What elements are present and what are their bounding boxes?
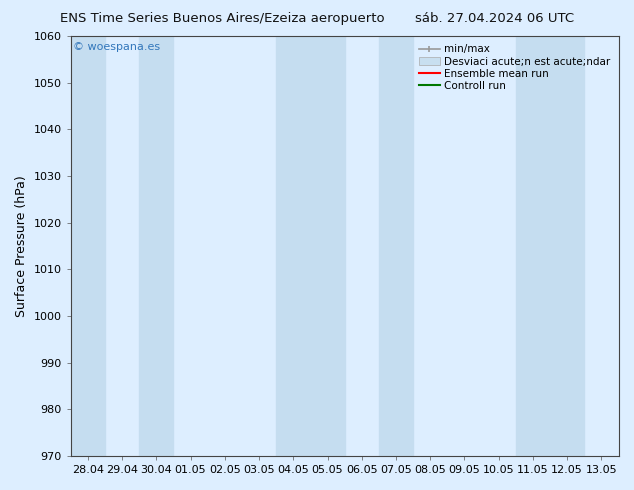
Text: ENS Time Series Buenos Aires/Ezeiza aeropuerto: ENS Time Series Buenos Aires/Ezeiza aero… <box>60 12 384 25</box>
Text: © woespana.es: © woespana.es <box>74 43 160 52</box>
Y-axis label: Surface Pressure (hPa): Surface Pressure (hPa) <box>15 175 28 317</box>
Bar <box>379 36 413 456</box>
Legend: min/max, Desviaci acute;n est acute;ndar, Ensemble mean run, Controll run: min/max, Desviaci acute;n est acute;ndar… <box>416 41 613 94</box>
Text: sáb. 27.04.2024 06 UTC: sáb. 27.04.2024 06 UTC <box>415 12 574 25</box>
Bar <box>139 36 174 456</box>
Bar <box>276 36 345 456</box>
Bar <box>71 36 105 456</box>
Bar <box>516 36 585 456</box>
